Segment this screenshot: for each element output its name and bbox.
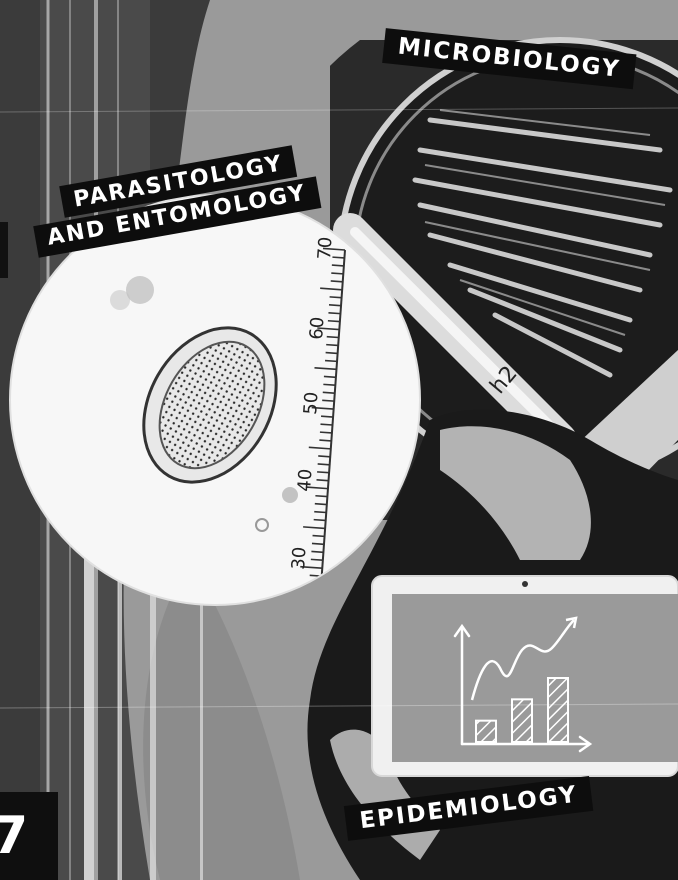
- scale-60: 60: [306, 316, 329, 340]
- tablet-bar: [475, 719, 497, 744]
- scale-tick: [328, 311, 341, 315]
- scale-tick: [326, 343, 339, 347]
- scale-tick: [325, 351, 338, 355]
- scale-tick: [313, 518, 326, 522]
- scale-tick: [312, 534, 325, 538]
- scale-tick: [331, 264, 344, 267]
- scale-50: 50: [300, 391, 323, 415]
- scale-tick: [331, 272, 344, 275]
- scale-tick: [328, 304, 342, 307]
- scale-tick: [323, 383, 336, 387]
- scale-tick: [326, 335, 339, 339]
- scale-tick: [305, 486, 329, 490]
- scale-tick: [318, 455, 331, 458]
- scale-tick: [317, 471, 330, 474]
- page-number-text: 7: [0, 806, 29, 866]
- scale-tick: [311, 406, 334, 410]
- scale-tick: [332, 256, 345, 259]
- scale-tick: [317, 463, 330, 466]
- trend-arrow-icon: [470, 619, 575, 701]
- scale-tick: [321, 415, 334, 418]
- scale-tick: [323, 375, 336, 379]
- scale-tick: [322, 391, 335, 394]
- scale-tick: [319, 431, 332, 434]
- page-number: 7: [0, 792, 58, 880]
- scale-tick: [320, 423, 333, 426]
- scale-40: 40: [294, 468, 317, 492]
- scale-tick: [314, 510, 327, 514]
- scale-tick: [327, 319, 340, 323]
- scale-30: 30: [288, 546, 311, 570]
- scale-tick: [303, 526, 326, 530]
- tablet-bar: [511, 698, 533, 743]
- scale-tick: [322, 399, 335, 402]
- scale-tick: [300, 565, 323, 569]
- parasite-egg-micrograph: 70 60 50 40 30: [9, 194, 421, 606]
- scale-tick: [310, 558, 323, 562]
- scale-tick: [319, 439, 332, 442]
- scale-tick: [316, 479, 329, 482]
- tablet-chart-icon: [371, 575, 678, 777]
- tablet-bar: [547, 677, 569, 743]
- scale-tick: [315, 494, 328, 498]
- scale-tick: [317, 327, 340, 331]
- scale-tick: [324, 359, 338, 363]
- scale-tick: [311, 550, 324, 554]
- scale-tick: [322, 247, 346, 251]
- scale-tick: [329, 296, 342, 299]
- scale-tick: [314, 366, 337, 371]
- scale-tick: [320, 287, 343, 291]
- scale-tick: [314, 502, 327, 506]
- scale-tick: [308, 446, 331, 450]
- scale-tick: [330, 280, 343, 283]
- scale-70: 70: [314, 236, 337, 260]
- scale-tick: [311, 542, 325, 546]
